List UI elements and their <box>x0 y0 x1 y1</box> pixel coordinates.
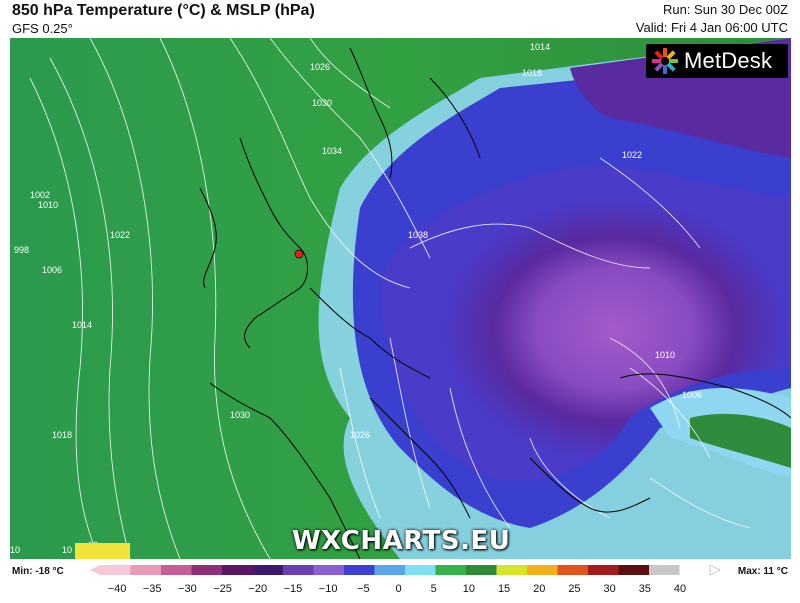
valid-time: Valid: Fri 4 Jan 06:00 UTC <box>635 20 788 35</box>
metdesk-logo: MetDesk <box>646 44 788 78</box>
isobars <box>29 38 751 559</box>
max-temp-label: Max: 11 °C <box>737 566 788 577</box>
svg-text:1014: 1014 <box>530 42 550 52</box>
model-label: GFS 0.25° <box>12 21 73 36</box>
isobar-labels: 1026 1030 1034 1038 1022 1014 1018 1010 … <box>10 42 702 555</box>
svg-text:1026: 1026 <box>350 430 370 440</box>
svg-text:1010: 1010 <box>38 200 58 210</box>
svg-text:1022: 1022 <box>110 230 130 240</box>
svg-text:1030: 1030 <box>312 98 332 108</box>
colorbar-segment <box>405 565 436 575</box>
svg-text:1022: 1022 <box>622 150 642 160</box>
coastlines <box>199 47 791 559</box>
colorbar-segment <box>313 565 345 575</box>
colorbar-tick-label: −20 <box>248 583 267 595</box>
colorbar: −40 −35 −30 −25 −20 −15 −10 −5 0 5 10 15 20 25 30 35 40 <box>90 564 721 595</box>
colorbar-tick-label: 20 <box>533 583 545 595</box>
colorbar-segment <box>161 565 192 575</box>
colorbar-tick-label: −5 <box>357 583 370 595</box>
colorbar-tick-label: −30 <box>178 583 197 595</box>
colorbar-tick-label: 10 <box>463 583 475 595</box>
svg-text:1006: 1006 <box>42 265 62 275</box>
colorbar-segment <box>618 565 650 575</box>
colorbar-segment <box>649 565 680 575</box>
metdesk-logo-icon <box>652 48 678 74</box>
run-time: Run: Sun 30 Dec 00Z <box>662 2 788 17</box>
colorbar-tick-label: 0 <box>395 583 401 595</box>
svg-text:998: 998 <box>14 245 29 255</box>
colorbar-segment <box>588 565 619 575</box>
colorbar-segment <box>222 565 253 575</box>
map-canvas: 1026 1030 1034 1038 1022 1014 1018 1010 … <box>10 38 791 559</box>
svg-text:1018: 1018 <box>522 68 542 78</box>
colorbar-tick-label: −40 <box>108 583 127 595</box>
colorbar-segment <box>527 565 558 575</box>
colorbar-segment <box>283 565 314 575</box>
colorbar-max-arrow <box>709 564 721 576</box>
svg-text:1010: 1010 <box>655 350 675 360</box>
svg-text:1038: 1038 <box>408 230 428 240</box>
svg-text:1002: 1002 <box>30 190 50 200</box>
colorbar-tick-label: −15 <box>284 583 303 595</box>
cold-core <box>380 165 791 481</box>
wxcharts-watermark: WXCHARTS.EU <box>292 526 511 556</box>
colorbar-tick-label: 40 <box>674 583 686 595</box>
colorbar-tick-label: 15 <box>498 583 510 595</box>
min-temp-label: Min: -18 °C <box>12 566 64 577</box>
svg-text:1018: 1018 <box>52 430 72 440</box>
colorbar-segment <box>496 565 528 575</box>
metdesk-logo-text: MetDesk <box>684 48 773 73</box>
svg-text:1006: 1006 <box>682 390 702 400</box>
svg-text:1026: 1026 <box>310 62 330 72</box>
colorbar-segment <box>252 565 284 575</box>
colorbar-segment <box>466 565 497 575</box>
colorbar-tick-label: 25 <box>568 583 580 595</box>
colorbar-segment <box>679 565 711 575</box>
colorbar-tick-label: −25 <box>213 583 232 595</box>
svg-text:1030: 1030 <box>230 410 250 420</box>
colorbar-segment <box>130 565 162 575</box>
svg-text:10: 10 <box>62 545 72 555</box>
header: 850 hPa Temperature (°C) & MSLP (hPa) GF… <box>0 0 800 38</box>
colorbar-segment <box>557 565 589 575</box>
colorbar-tick-label: 30 <box>604 583 616 595</box>
colorbar-segment <box>191 565 223 575</box>
colorbar-segment <box>374 565 406 575</box>
colorbar-tick-label: −10 <box>319 583 338 595</box>
colorbar-tick-label: 5 <box>431 583 437 595</box>
svg-text:1034: 1034 <box>322 146 342 156</box>
colorbar-segment <box>344 565 375 575</box>
turkey-field <box>690 413 791 468</box>
colorbar-tick-label: −35 <box>143 583 162 595</box>
svg-text:10: 10 <box>10 545 20 555</box>
colorbar-min-arrow <box>90 565 100 575</box>
colorbar-segment <box>100 565 131 575</box>
svg-text:1014: 1014 <box>72 320 92 330</box>
location-marker[interactable] <box>294 249 304 259</box>
weather-map[interactable]: 1026 1030 1034 1038 1022 1014 1018 1010 … <box>10 38 791 559</box>
warm-patch <box>75 543 130 559</box>
chart-title: 850 hPa Temperature (°C) & MSLP (hPa) <box>12 2 315 19</box>
color-legend: Min: -18 °C Max: 11 °C −40 −35 −30 −25 −20 −1… <box>0 559 800 603</box>
colorbar-tick-label: 35 <box>639 583 651 595</box>
colorbar-segment <box>435 565 467 575</box>
